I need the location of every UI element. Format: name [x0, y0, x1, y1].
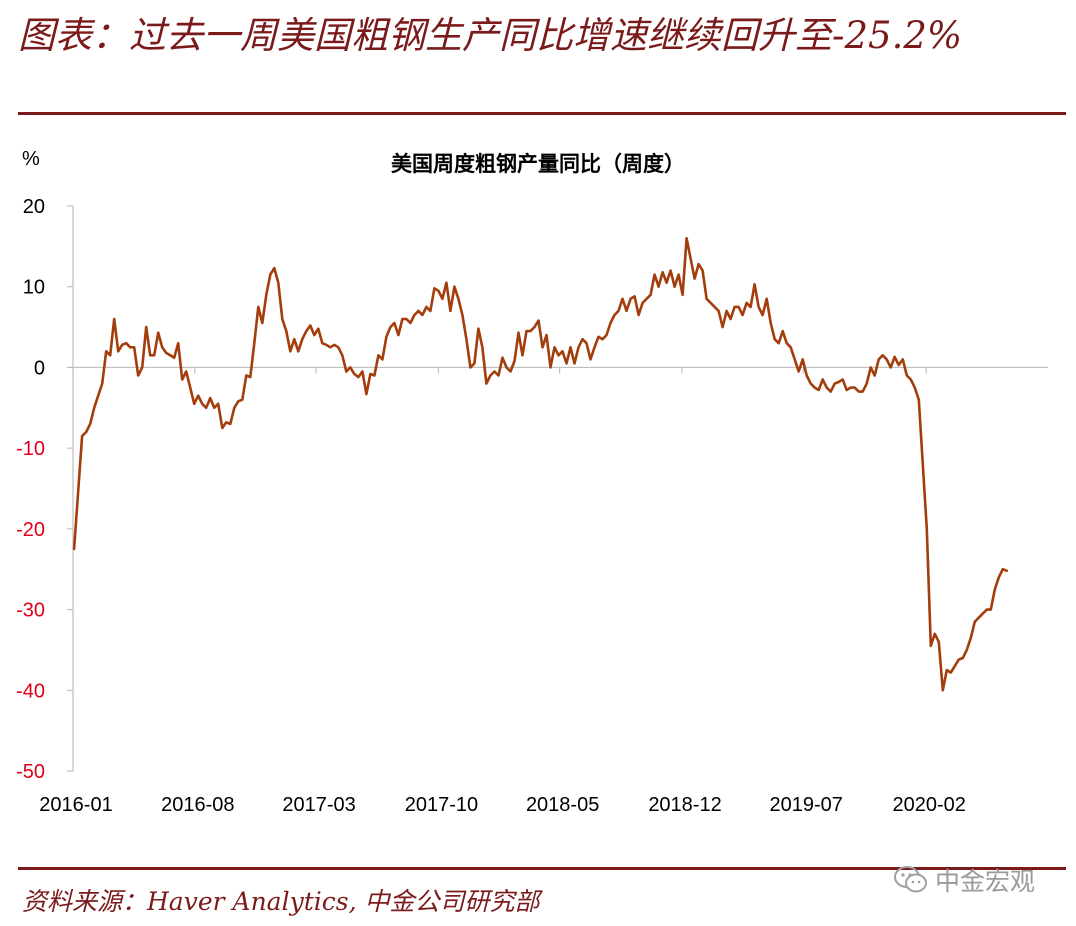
x-tick-label: 2019-07 — [770, 794, 843, 816]
x-tick-label: 2018-05 — [526, 794, 599, 816]
x-tick-label: 2017-10 — [405, 794, 478, 816]
footer-divider — [18, 867, 1066, 870]
y-tick-label: 20 — [23, 196, 45, 218]
title-divider — [18, 112, 1066, 115]
chart-axes — [67, 205, 1048, 772]
y-tick-label: -30 — [16, 600, 45, 622]
data-source-note: 资料来源：Haver Analytics, 中金公司研究部 — [22, 887, 540, 916]
y-tick-label: -50 — [16, 761, 45, 783]
y-tick-label: 10 — [23, 277, 45, 299]
y-tick-label: -40 — [16, 680, 45, 702]
y-tick-label: 0 — [34, 357, 45, 379]
series-line-steel-yoy — [72, 237, 1009, 692]
tick-labels: 20 10 0 -10 -20 -30 -40 -50 2016-01 2016-08 2017-0… — [16, 196, 966, 816]
x-tick-label: 2017-03 — [282, 794, 355, 816]
y-tick-label: -20 — [16, 519, 45, 541]
x-tick-label: 2016-08 — [161, 794, 234, 816]
series-layer — [72, 237, 1009, 692]
chart-title: 美国周度粗钢产量同比（周度） — [391, 152, 685, 176]
report-title: 图表：过去一周美国粗钢生产同比增速继续回升至-25.2% — [18, 14, 963, 57]
x-tick-label: 2018-12 — [648, 794, 721, 816]
watermark: 中金宏观 — [893, 862, 1035, 898]
watermark-text: 中金宏观 — [935, 867, 1036, 896]
y-axis-unit-label: % — [22, 148, 40, 170]
x-tick-label: 2016-01 — [39, 794, 112, 816]
wechat-icon — [894, 866, 927, 893]
x-tick-label: 2020-02 — [892, 794, 965, 816]
y-tick-label: -10 — [16, 438, 45, 460]
